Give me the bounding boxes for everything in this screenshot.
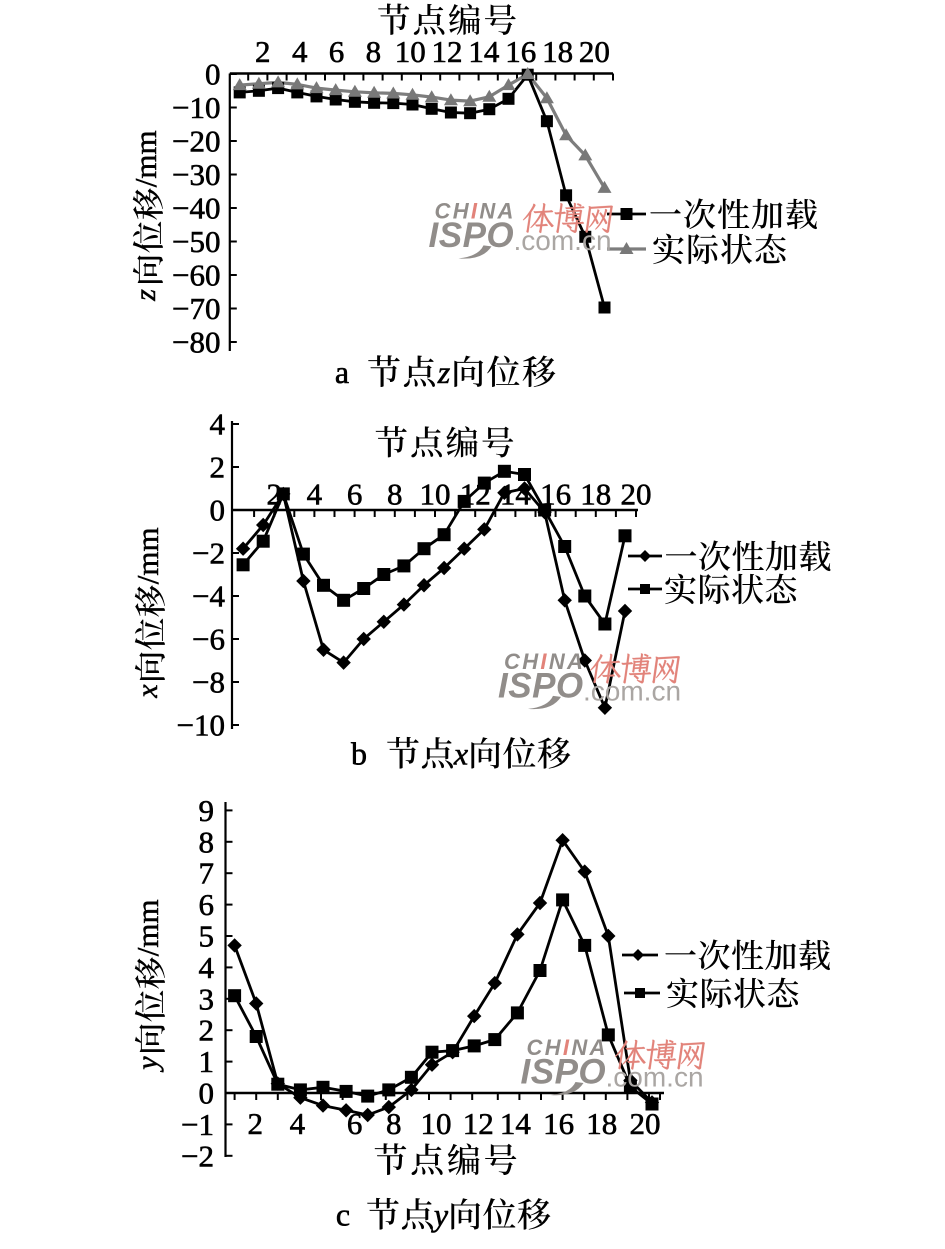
svg-text:z: z xyxy=(437,354,451,390)
svg-text:3: 3 xyxy=(199,981,215,1016)
svg-text:5: 5 xyxy=(199,919,215,954)
svg-text:ISPO: ISPO xyxy=(498,666,584,705)
svg-text:7: 7 xyxy=(199,856,215,891)
svg-text:/mm: /mm xyxy=(128,130,163,187)
svg-text:2: 2 xyxy=(255,34,271,69)
svg-text:−10: −10 xyxy=(177,708,225,743)
svg-text:4: 4 xyxy=(292,34,308,69)
svg-text:/mm: /mm xyxy=(130,899,165,956)
svg-text:.com.cn: .com.cn xyxy=(583,675,681,706)
svg-text:4: 4 xyxy=(290,1106,306,1141)
svg-text:−4: −4 xyxy=(192,579,225,614)
svg-text:14: 14 xyxy=(468,34,500,69)
svg-text:20: 20 xyxy=(579,34,610,69)
svg-text:1: 1 xyxy=(199,1044,215,1079)
svg-text:18: 18 xyxy=(542,34,573,69)
svg-text:8: 8 xyxy=(386,1106,402,1141)
svg-text:10: 10 xyxy=(420,477,451,512)
svg-text:2: 2 xyxy=(199,1013,215,1048)
svg-text:2: 2 xyxy=(210,450,226,485)
svg-text:−20: −20 xyxy=(172,124,220,159)
svg-text:b: b xyxy=(351,735,367,771)
svg-text:.com.cn: .com.cn xyxy=(514,225,612,256)
svg-text:y: y xyxy=(431,1196,449,1232)
svg-text:12: 12 xyxy=(463,1106,494,1141)
svg-text:ISPO: ISPO xyxy=(429,216,515,255)
svg-text:CHINA: CHINA xyxy=(527,1035,608,1060)
svg-text:CHINA: CHINA xyxy=(504,649,585,674)
svg-text:9: 9 xyxy=(199,793,215,828)
svg-text:ISPO: ISPO xyxy=(521,1053,607,1092)
svg-text:12: 12 xyxy=(432,34,463,69)
svg-text:10: 10 xyxy=(395,34,426,69)
svg-text:x: x xyxy=(131,684,164,699)
svg-text:−50: −50 xyxy=(172,224,220,259)
svg-text:6: 6 xyxy=(347,477,363,512)
svg-text:14: 14 xyxy=(500,1106,532,1141)
svg-text:−8: −8 xyxy=(192,665,225,700)
svg-text:4: 4 xyxy=(199,950,215,985)
svg-text:4: 4 xyxy=(307,477,323,512)
svg-text:4: 4 xyxy=(210,407,226,442)
svg-text:0: 0 xyxy=(205,57,221,92)
svg-text:20: 20 xyxy=(630,1106,661,1141)
svg-text:6: 6 xyxy=(347,1106,363,1141)
svg-text:18: 18 xyxy=(586,1106,617,1141)
svg-text:18: 18 xyxy=(580,477,611,512)
svg-text:6: 6 xyxy=(199,887,215,922)
svg-text:0: 0 xyxy=(210,493,226,528)
svg-text:−1: −1 xyxy=(181,1107,214,1142)
svg-text:−80: −80 xyxy=(172,325,220,360)
svg-text:8: 8 xyxy=(199,824,215,859)
svg-text:8: 8 xyxy=(366,34,382,69)
svg-text:10: 10 xyxy=(421,1106,452,1141)
svg-text:/mm: /mm xyxy=(130,527,165,584)
svg-text:z: z xyxy=(129,289,162,302)
svg-text:a: a xyxy=(335,354,349,390)
svg-text:16: 16 xyxy=(505,34,536,69)
svg-text:−10: −10 xyxy=(172,90,220,125)
svg-text:0: 0 xyxy=(199,1076,215,1111)
svg-text:−60: −60 xyxy=(172,258,220,293)
svg-text:−2: −2 xyxy=(192,536,225,571)
svg-text:y: y xyxy=(131,1056,164,1073)
svg-text:−40: −40 xyxy=(172,191,220,226)
svg-text:8: 8 xyxy=(387,477,403,512)
svg-text:6: 6 xyxy=(329,34,345,69)
svg-text:−70: −70 xyxy=(172,291,220,326)
svg-text:16: 16 xyxy=(543,1106,574,1141)
svg-text:c: c xyxy=(336,1196,350,1232)
svg-text:CHINA: CHINA xyxy=(435,198,516,223)
svg-text:−6: −6 xyxy=(192,622,225,657)
svg-text:−2: −2 xyxy=(181,1138,214,1173)
svg-text:−30: −30 xyxy=(172,157,220,192)
svg-text:x: x xyxy=(453,735,468,771)
svg-text:.com.cn: .com.cn xyxy=(606,1062,704,1093)
svg-text:20: 20 xyxy=(621,477,652,512)
svg-text:2: 2 xyxy=(247,1106,263,1141)
